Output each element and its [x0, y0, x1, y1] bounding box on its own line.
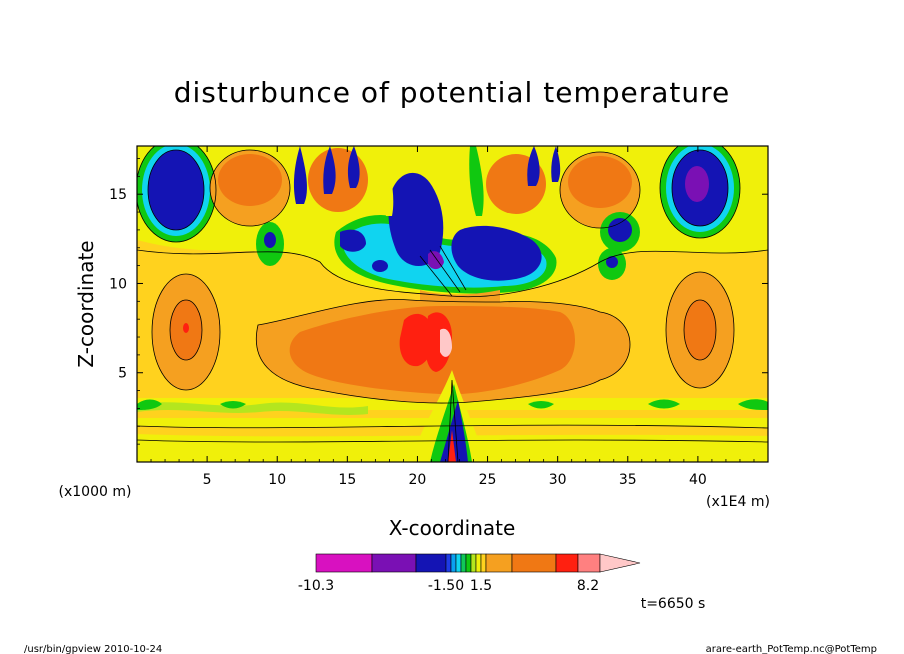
- x-tick-label: 5: [203, 472, 212, 488]
- x-axis-unit: (x1E4 m): [706, 494, 770, 510]
- x-tick-label: 10: [268, 472, 286, 488]
- footer-right: arare-earth_PotTemp.nc@PotTemp: [706, 644, 877, 654]
- x-axis: 5 10 15 20 25 30 35 40: [150, 146, 755, 488]
- colorbar-arrow: [599, 553, 641, 573]
- time-label: t=6650 s: [641, 596, 706, 612]
- x-tick-label: 35: [619, 472, 637, 488]
- colorbar-swatch: [450, 553, 457, 573]
- y-axis: 5 10 15: [109, 158, 768, 445]
- colorbar-swatch: [475, 553, 482, 573]
- chart-title: disturbunce of potential temperature: [174, 76, 731, 109]
- colorbar-swatch: [485, 553, 513, 573]
- colorbar-swatch: [577, 553, 601, 573]
- x-tick-label: 15: [338, 472, 356, 488]
- y-tick-label: 15: [109, 187, 127, 203]
- y-tick-label: 10: [109, 276, 127, 292]
- colorbar-swatch: [460, 553, 467, 573]
- colorbar-swatch: [415, 553, 447, 573]
- x-tick-label: 30: [549, 472, 567, 488]
- y-axis-label: Z-coordinate: [74, 240, 98, 367]
- colorbar-swatch: [470, 553, 477, 573]
- colorbar-swatch: [445, 553, 452, 573]
- plot-frame: [136, 145, 769, 463]
- colorbar-swatch: [371, 553, 417, 573]
- colorbar-labels: -10.3 -1.50 1.5 8.2: [298, 578, 599, 594]
- colorbar-label: 8.2: [577, 578, 599, 594]
- colorbar-swatch: [511, 553, 557, 573]
- y-tick-label: 5: [118, 366, 127, 382]
- colorbar-label: 1.5: [470, 578, 492, 594]
- x-tick-label: 25: [479, 472, 497, 488]
- colorbar: [315, 553, 641, 573]
- contour-field: [137, 146, 768, 462]
- x-tick-label: 20: [409, 472, 427, 488]
- x-tick-label: 40: [689, 472, 707, 488]
- contour-lines: [137, 146, 768, 462]
- x-axis-label: X-coordinate: [389, 516, 516, 540]
- colorbar-swatch: [480, 553, 487, 573]
- colorbar-label: -1.50: [428, 578, 464, 594]
- colorbar-label: -10.3: [298, 578, 334, 594]
- colorbar-swatch: [465, 553, 472, 573]
- colorbar-swatch: [455, 553, 462, 573]
- footer-left: /usr/bin/gpview 2010-10-24: [24, 644, 162, 654]
- colorbar-swatch: [315, 553, 373, 573]
- colorbar-swatch: [555, 553, 579, 573]
- y-axis-unit: (x1000 m): [59, 484, 132, 500]
